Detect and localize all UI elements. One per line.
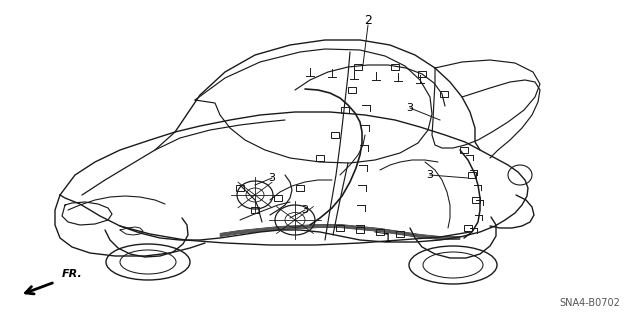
Text: 1: 1 xyxy=(384,232,392,244)
Text: 2: 2 xyxy=(364,13,372,26)
Text: 3: 3 xyxy=(406,103,413,113)
Bar xyxy=(336,225,344,231)
Bar xyxy=(418,71,426,77)
Bar xyxy=(354,64,362,70)
Bar xyxy=(316,155,324,161)
Text: 3: 3 xyxy=(426,170,433,180)
Bar xyxy=(236,185,244,191)
Bar xyxy=(472,197,480,203)
Bar xyxy=(348,87,356,93)
Bar xyxy=(464,225,472,231)
Bar xyxy=(468,172,476,178)
Bar xyxy=(341,107,349,113)
Bar xyxy=(274,195,282,201)
Bar xyxy=(251,207,259,213)
Bar xyxy=(396,231,404,237)
Bar xyxy=(376,229,384,235)
Text: 3: 3 xyxy=(301,205,308,215)
Bar xyxy=(460,147,468,153)
Bar xyxy=(356,227,364,233)
Bar xyxy=(440,91,448,97)
Bar xyxy=(391,64,399,70)
Bar xyxy=(331,132,339,138)
Text: SNA4-B0702: SNA4-B0702 xyxy=(559,298,620,308)
Text: FR.: FR. xyxy=(62,269,83,279)
Bar xyxy=(296,185,304,191)
Text: 3: 3 xyxy=(269,173,275,183)
